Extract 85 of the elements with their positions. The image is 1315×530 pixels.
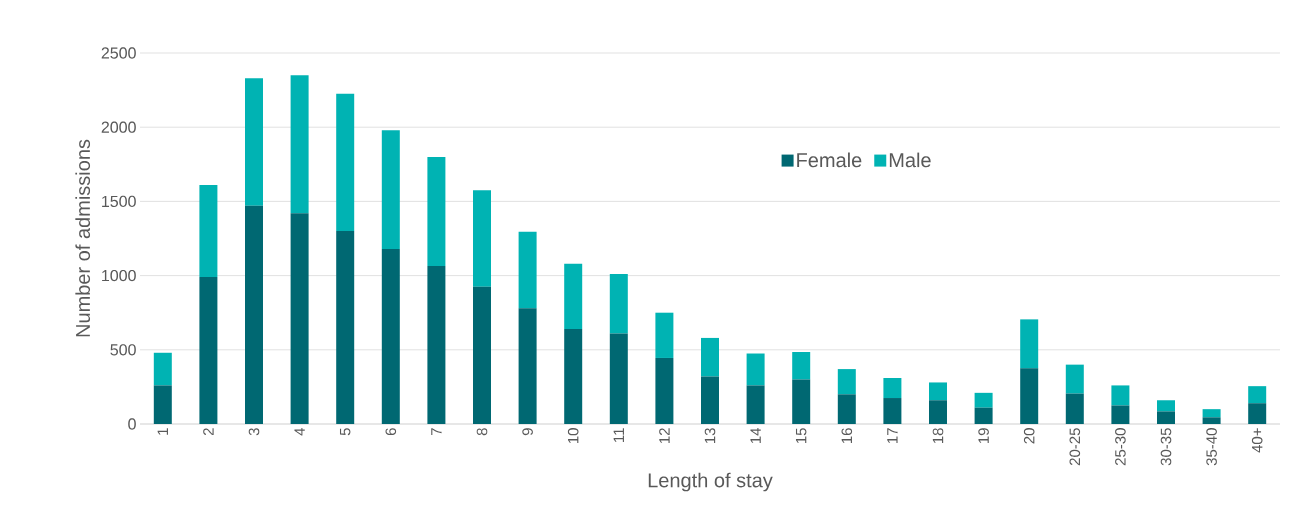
bar [199, 277, 218, 424]
bar [473, 286, 491, 424]
bar [837, 369, 856, 395]
bar [837, 394, 856, 424]
y-tick-label: 500 [110, 344, 136, 356]
bar [1065, 364, 1084, 394]
bar [153, 385, 172, 424]
bar [655, 357, 674, 424]
x-tick-label: 2 [203, 428, 214, 436]
x-tick-label: 3 [248, 428, 260, 436]
bar [290, 213, 309, 424]
bar [1111, 405, 1130, 424]
x-tick-label: 8 [476, 428, 488, 436]
bar [701, 337, 719, 377]
bar [609, 333, 628, 424]
x-tick-label: 14 [750, 427, 761, 444]
y-tick-label: 1000 [102, 269, 136, 282]
x-tick-label: 1 [157, 428, 168, 435]
legend-label: Male [889, 152, 931, 168]
x-tick-label: 19 [978, 428, 989, 444]
bar [518, 308, 537, 424]
bar [929, 400, 947, 424]
bar [1020, 368, 1039, 424]
bar [974, 407, 993, 424]
y-tick-label: 2500 [101, 47, 136, 59]
x-tick-label: 40+ [1251, 428, 1263, 453]
bar [245, 205, 263, 424]
bar [929, 382, 947, 401]
bar [1157, 411, 1175, 424]
bar [883, 378, 902, 399]
bar [1202, 409, 1221, 418]
x-tick-label: 10 [567, 428, 579, 444]
bar [199, 185, 218, 278]
x-tick-label: 7 [431, 428, 442, 436]
bar [473, 190, 491, 287]
bar [883, 398, 902, 424]
x-axis-title: Length of stay [648, 472, 773, 492]
bar [701, 376, 719, 424]
x-tick-label: 11 [613, 428, 624, 442]
x-tick-label: 30-35 [1160, 428, 1172, 466]
bar [746, 353, 765, 386]
bar [792, 352, 811, 380]
x-tick-label: 16 [841, 428, 853, 444]
legend-label: Female [797, 152, 862, 168]
x-tick-label: 15 [795, 428, 807, 444]
x-tick-label: 13 [704, 428, 716, 444]
bar [381, 248, 400, 424]
bar [336, 93, 355, 232]
x-tick-label: 25-30 [1115, 428, 1126, 466]
bar [381, 130, 400, 249]
bar [336, 231, 355, 424]
bar [564, 263, 583, 330]
bar [1065, 393, 1084, 424]
y-axis-title: Number of admissions [75, 139, 91, 337]
bar [1020, 319, 1039, 369]
x-tick-label: 4 [294, 427, 305, 436]
bar [1202, 417, 1221, 424]
x-tick-label: 17 [887, 428, 898, 444]
bar [609, 274, 628, 334]
x-tick-label: 35-40 [1206, 428, 1217, 466]
x-tick-label: 20 [1023, 428, 1035, 444]
bar [746, 385, 765, 424]
bar [655, 312, 674, 358]
bar [1248, 403, 1267, 424]
bar [290, 75, 309, 214]
x-tick-label: 5 [339, 428, 351, 436]
x-tick-label: 6 [385, 428, 397, 436]
bar [974, 392, 993, 408]
bar [427, 265, 446, 424]
bar [518, 231, 537, 309]
x-tick-label: 12 [659, 428, 670, 444]
y-tick-label: 0 [128, 418, 136, 430]
bar [427, 156, 446, 266]
x-tick-label: 20-25 [1069, 428, 1081, 466]
bar [1157, 400, 1175, 412]
x-tick-label: 9 [522, 428, 533, 436]
bar [1111, 385, 1130, 406]
x-tick-label: 18 [932, 428, 944, 444]
bar [564, 329, 583, 424]
y-tick-label: 2000 [101, 121, 136, 133]
bar [153, 352, 172, 386]
y-tick-label: 1500 [102, 195, 136, 208]
bar [1248, 386, 1267, 404]
bar [792, 379, 811, 424]
bar [245, 78, 263, 206]
